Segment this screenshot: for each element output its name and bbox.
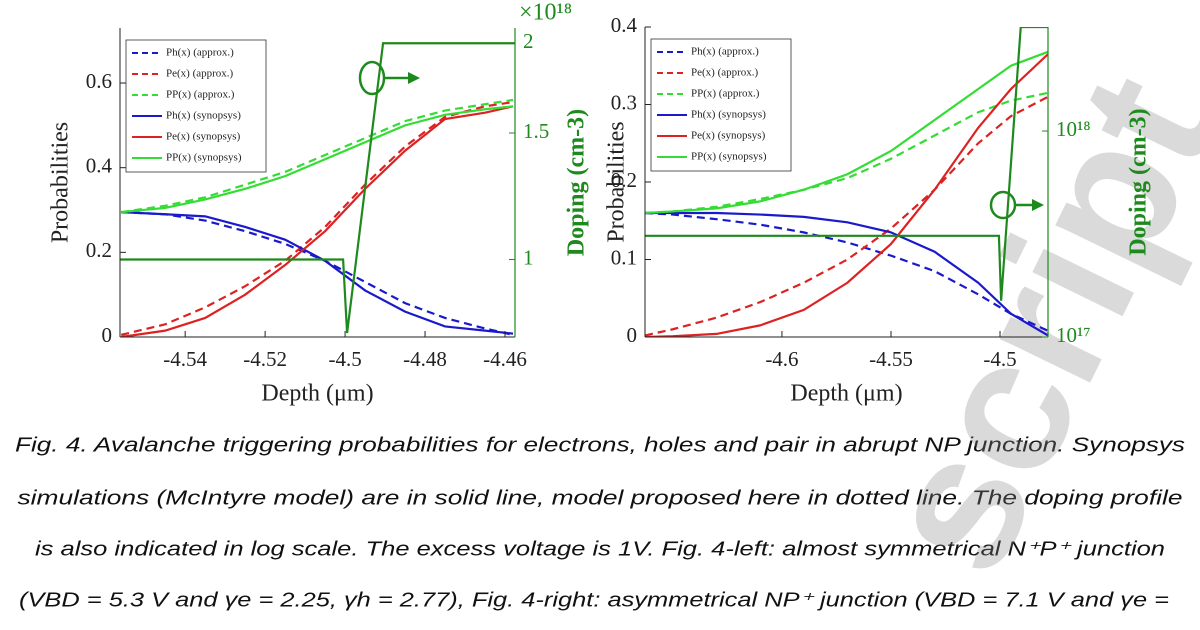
annotation-left (358, 60, 420, 96)
legend-label: Ph(x) (synopsys) (691, 109, 766, 121)
x-tick-label: -4.54 (163, 347, 207, 371)
x-axis-label: Depth (μm) (261, 381, 373, 407)
x-tick-label: -4.5 (983, 347, 1016, 371)
legend: Ph(x) (approx.) Pe(x) (approx.) PP(x) (app… (125, 39, 267, 173)
caption-line: simulations (McIntyre model) are in soli… (18, 487, 1183, 509)
legend-box (125, 39, 267, 173)
series-line (645, 211, 1048, 337)
caption-line: is also indicated in log scale. The exce… (35, 538, 1165, 560)
legend-label: Ph(x) (approx.) (166, 47, 234, 59)
series-line (121, 105, 514, 337)
series-line (121, 211, 514, 335)
legend-label: Ph(x) (approx.) (691, 46, 759, 58)
legend-label: PP(x) (approx.) (691, 88, 760, 100)
y-tick-label: 0.6 (86, 69, 112, 93)
x-tick-label: -4.46 (483, 347, 527, 371)
series-line (645, 53, 1048, 337)
doping-line (120, 42, 515, 334)
x-tick-label: -4.55 (869, 347, 913, 371)
x-tick-label: -4.48 (403, 347, 447, 371)
y-tick-label: 0.4 (611, 13, 638, 37)
y-tick-label: 0 (102, 323, 113, 347)
legend-label: Pe(x) (approx.) (166, 68, 234, 80)
caption-line: Fig. 4. Avalanche triggering probabiliti… (15, 434, 1185, 456)
series-line (121, 211, 514, 336)
y2-tick-label: 1.5 (523, 119, 549, 143)
y-tick-label: 0.4 (86, 153, 113, 177)
series-line (645, 95, 1048, 337)
y-tick-label: 0.1 (611, 245, 637, 269)
plot-area (120, 42, 515, 337)
legend-label: Pe(x) (synopsys) (691, 130, 766, 142)
y-tick-label: 0.2 (86, 238, 112, 262)
series-line (645, 211, 1048, 332)
y2-offset-label: ×10¹⁸ (519, 0, 572, 26)
y-tick-label: 0.2 (611, 168, 637, 192)
caption-line: (VBD = 5.3 V and γe = 2.25, γh = 2.77), … (19, 589, 1169, 611)
legend: Ph(x) (approx.) Pe(x) (approx.) PP(x) (app… (650, 38, 792, 172)
doping-line (645, 27, 1048, 301)
legend-label: PP(x) (synopsys) (166, 152, 242, 164)
y2-axis-label: Doping (cm-3) (564, 109, 590, 256)
y-tick-label: 0.3 (611, 90, 637, 114)
legend-label: Pe(x) (approx.) (691, 67, 759, 79)
y-tick-label: 0 (627, 323, 638, 347)
x-tick-label: -4.6 (765, 347, 798, 371)
series-line (121, 98, 514, 214)
legend-label: PP(x) (synopsys) (691, 151, 767, 163)
y2-tick-label: 10¹⁷ (1056, 323, 1091, 347)
y2-axis-label: Doping (cm-3) (1126, 108, 1152, 255)
legend-label: Ph(x) (synopsys) (166, 110, 241, 122)
x-tick-label: -4.5 (328, 347, 361, 371)
plot-area (645, 27, 1048, 337)
y2-tick-label: 2 (523, 29, 534, 53)
series-line (121, 105, 514, 214)
chart: -4.6 -4.55 -4.5 0 0.1 0.2 0.3 0.4 10¹⁷ 10¹⁸ Depth … (604, 13, 1152, 407)
y-axis-label: Probabilities (604, 121, 630, 242)
x-tick-label: -4.52 (243, 347, 287, 371)
y2-tick-label: 1 (523, 245, 534, 269)
y-axis-label: Probabilities (48, 122, 74, 243)
legend-box (650, 38, 792, 172)
chart: -4.54 -4.52 -4.5 -4.48 -4.46 0 0.2 0.4 0.6 1 1.5 2 ×… (48, 0, 590, 407)
legend-label: PP(x) (approx.) (166, 89, 235, 101)
y2-tick-label: 10¹⁸ (1056, 117, 1091, 141)
x-axis-label: Depth (μm) (790, 381, 902, 407)
annotation-right (989, 190, 1044, 220)
series-line (645, 50, 1048, 215)
legend-label: Pe(x) (synopsys) (166, 131, 241, 143)
